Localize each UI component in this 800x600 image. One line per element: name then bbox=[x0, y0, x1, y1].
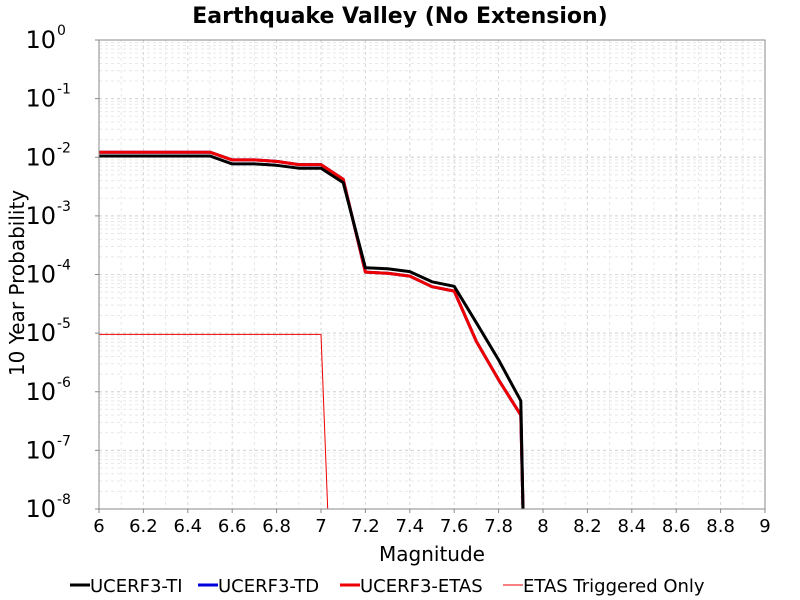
y-tick-exponent: -5 bbox=[57, 316, 71, 332]
y-tick-exponent: -1 bbox=[57, 82, 71, 98]
legend-label: UCERF3-TD bbox=[218, 576, 319, 597]
x-axis-ticks: 6 6.2 6.4 6.6 6.8 7 7.2 7.4 7.6 7.8 8 8.2 8.4 8.6 8.8 9 bbox=[93, 509, 771, 537]
y-tick-label: 10 0 bbox=[25, 23, 65, 54]
y-axis-label: 10 Year Probability bbox=[5, 190, 29, 376]
y-tick-exponent: 0 bbox=[57, 23, 66, 39]
x-tick-label: 6.8 bbox=[262, 516, 291, 537]
legend-item: UCERF3-ETAS bbox=[340, 576, 483, 597]
y-tick-base: 10 bbox=[25, 85, 56, 113]
x-tick-label: 6 bbox=[93, 516, 104, 537]
x-tick-label: 8.8 bbox=[706, 516, 735, 537]
legend-item: UCERF3-TI bbox=[70, 576, 183, 597]
y-tick-base: 10 bbox=[25, 378, 56, 406]
legend-item: UCERF3-TD bbox=[198, 576, 319, 597]
x-tick-label: 8.6 bbox=[662, 516, 691, 537]
y-tick-base: 10 bbox=[25, 436, 56, 464]
x-tick-label: 7.4 bbox=[395, 516, 424, 537]
y-tick-base: 10 bbox=[25, 143, 56, 171]
x-tick-label: 7.8 bbox=[484, 516, 513, 537]
x-tick-label: 7.2 bbox=[351, 516, 380, 537]
y-tick-exponent: -6 bbox=[57, 375, 71, 391]
chart-title: Earthquake Valley (No Extension) bbox=[192, 4, 607, 29]
x-tick-label: 8 bbox=[537, 516, 548, 537]
grid bbox=[98, 39, 766, 510]
y-tick-exponent: -3 bbox=[57, 199, 71, 215]
x-tick-label: 8.4 bbox=[617, 516, 646, 537]
x-tick-label: 6.4 bbox=[173, 516, 202, 537]
y-tick-label: 10 -3 bbox=[25, 199, 71, 230]
y-tick-base: 10 bbox=[25, 495, 56, 523]
y-tick-label: 10 -5 bbox=[25, 316, 71, 347]
x-tick-label: 7 bbox=[315, 516, 326, 537]
series-group bbox=[99, 150, 525, 510]
series-line-etas-triggered-only bbox=[99, 333, 329, 510]
legend-label: ETAS Triggered Only bbox=[523, 576, 705, 597]
legend-label: UCERF3-TI bbox=[90, 576, 183, 597]
series-line-ucerf3-ti bbox=[99, 154, 525, 510]
y-tick-base: 10 bbox=[25, 26, 56, 54]
y-tick-exponent: -2 bbox=[57, 140, 71, 156]
y-tick-base: 10 bbox=[25, 261, 56, 289]
y-tick-label: 10 -1 bbox=[25, 82, 71, 113]
y-tick-label: 10 -6 bbox=[25, 375, 71, 406]
x-tick-label: 8.2 bbox=[573, 516, 602, 537]
series-line-ucerf3-etas bbox=[99, 150, 525, 510]
x-tick-label: 7.6 bbox=[440, 516, 469, 537]
x-tick-label: 6.2 bbox=[129, 516, 158, 537]
y-tick-label: 10 -4 bbox=[25, 258, 71, 289]
y-tick-label: 10 -7 bbox=[25, 433, 71, 464]
y-tick-exponent: -7 bbox=[57, 433, 71, 449]
legend-label: UCERF3-ETAS bbox=[360, 576, 483, 597]
legend-item: ETAS Triggered Only bbox=[503, 576, 705, 597]
x-axis-label: Magnitude bbox=[379, 542, 485, 566]
x-tick-label: 9 bbox=[759, 516, 770, 537]
y-tick-base: 10 bbox=[25, 319, 56, 347]
y-tick-exponent: -8 bbox=[57, 492, 71, 508]
y-tick-label: 10 -2 bbox=[25, 140, 71, 171]
legend: UCERF3-TI UCERF3-TD UCERF3-ETAS ETAS Trigge… bbox=[70, 576, 705, 597]
y-tick-base: 10 bbox=[25, 202, 56, 230]
x-tick-label: 6.6 bbox=[218, 516, 247, 537]
y-tick-label: 10 -8 bbox=[25, 492, 71, 523]
y-tick-exponent: -4 bbox=[57, 258, 71, 274]
